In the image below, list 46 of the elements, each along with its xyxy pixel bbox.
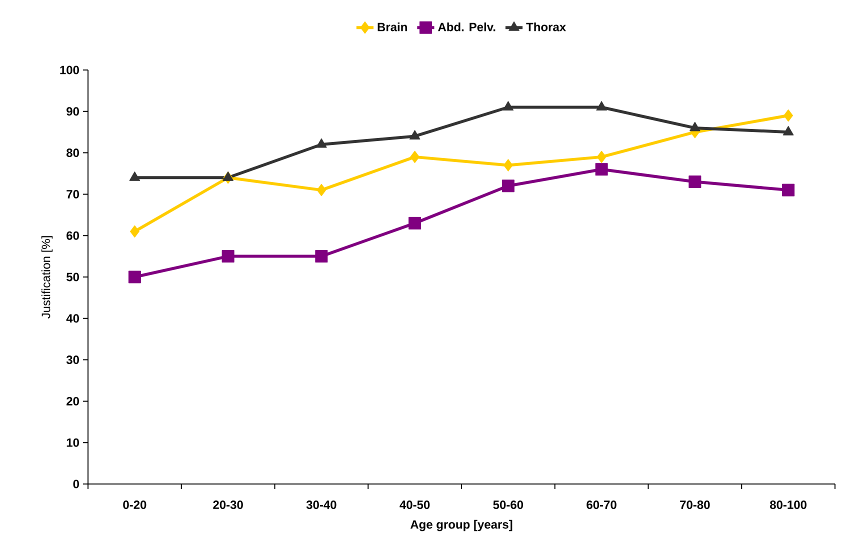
y-tick-label: 40 xyxy=(66,314,79,323)
point xyxy=(688,176,702,188)
point xyxy=(782,126,794,136)
point xyxy=(689,122,700,132)
legend-label: Brain xyxy=(378,22,407,32)
point xyxy=(596,150,606,164)
y-tick-label: 80 xyxy=(66,148,79,158)
point xyxy=(503,158,513,172)
legend-label: Abd. Pelv. xyxy=(438,22,496,32)
y-tick-label: 100 xyxy=(60,66,79,74)
point xyxy=(502,180,514,192)
point xyxy=(409,130,420,140)
point xyxy=(596,101,608,110)
x-tick-label: 50-60 xyxy=(493,500,524,510)
y-tick-label: 90 xyxy=(66,107,79,116)
x-tick-label: 80-100 xyxy=(770,500,806,510)
y-tick-label: 0 xyxy=(73,480,79,488)
point xyxy=(130,225,140,238)
y-tick-label: 10 xyxy=(66,438,79,447)
point xyxy=(222,250,234,263)
point xyxy=(410,150,420,164)
point xyxy=(222,171,234,181)
legend-label: Thorax xyxy=(526,22,566,32)
y-tick-label: 20 xyxy=(66,396,79,406)
x-tick-label: 70-80 xyxy=(680,500,710,510)
x-tick-label: 60-70 xyxy=(586,500,616,510)
y-tick-label: 30 xyxy=(66,356,79,364)
x-tick-label: 0-20 xyxy=(123,500,146,510)
x-axis-title: Age group [years] xyxy=(410,520,512,532)
x-tick-label: 20-30 xyxy=(213,500,243,510)
point xyxy=(128,270,141,284)
point xyxy=(316,138,327,148)
point xyxy=(782,184,795,196)
y-tick-label: 60 xyxy=(66,231,79,240)
point xyxy=(316,184,326,196)
point xyxy=(502,101,514,110)
y-tick-label: 50 xyxy=(66,272,79,282)
point xyxy=(408,216,422,230)
y-tick-label: 70 xyxy=(66,190,79,198)
y-axis-title: Justification [%] xyxy=(41,236,53,318)
point xyxy=(315,250,328,263)
x-tick-label: 30-40 xyxy=(306,500,336,510)
x-tick-label: 40-50 xyxy=(400,500,430,510)
point xyxy=(784,109,794,122)
point xyxy=(595,163,608,176)
point xyxy=(129,171,140,181)
